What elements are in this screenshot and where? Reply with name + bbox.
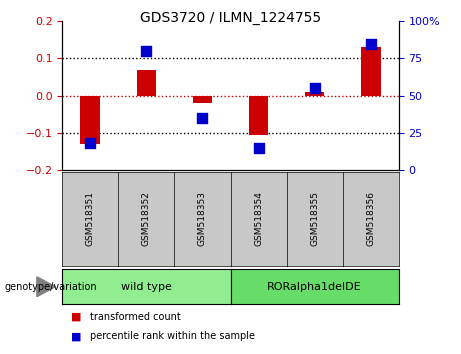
Text: GSM518351: GSM518351 xyxy=(86,191,95,246)
Text: GSM518353: GSM518353 xyxy=(198,191,207,246)
Point xyxy=(255,145,262,150)
Text: genotype/variation: genotype/variation xyxy=(5,282,97,292)
Text: GSM518355: GSM518355 xyxy=(310,191,319,246)
Text: ■: ■ xyxy=(71,331,82,341)
Text: GSM518352: GSM518352 xyxy=(142,191,151,246)
Text: GSM518354: GSM518354 xyxy=(254,191,263,246)
Point xyxy=(87,140,94,146)
Point xyxy=(142,48,150,54)
Text: percentile rank within the sample: percentile rank within the sample xyxy=(90,331,255,341)
Bar xyxy=(249,96,268,135)
Bar xyxy=(305,92,325,96)
Bar xyxy=(193,96,212,103)
Text: wild type: wild type xyxy=(121,282,172,292)
Point xyxy=(367,41,374,46)
Bar xyxy=(81,96,100,144)
Bar xyxy=(136,69,156,96)
Text: GSM518356: GSM518356 xyxy=(366,191,375,246)
Bar xyxy=(361,47,380,96)
Text: transformed count: transformed count xyxy=(90,312,181,322)
Point xyxy=(311,85,318,91)
Polygon shape xyxy=(37,277,55,297)
Text: ■: ■ xyxy=(71,312,82,322)
Text: GDS3720 / ILMN_1224755: GDS3720 / ILMN_1224755 xyxy=(140,11,321,25)
Point xyxy=(199,115,206,121)
Text: RORalpha1delDE: RORalpha1delDE xyxy=(267,282,362,292)
